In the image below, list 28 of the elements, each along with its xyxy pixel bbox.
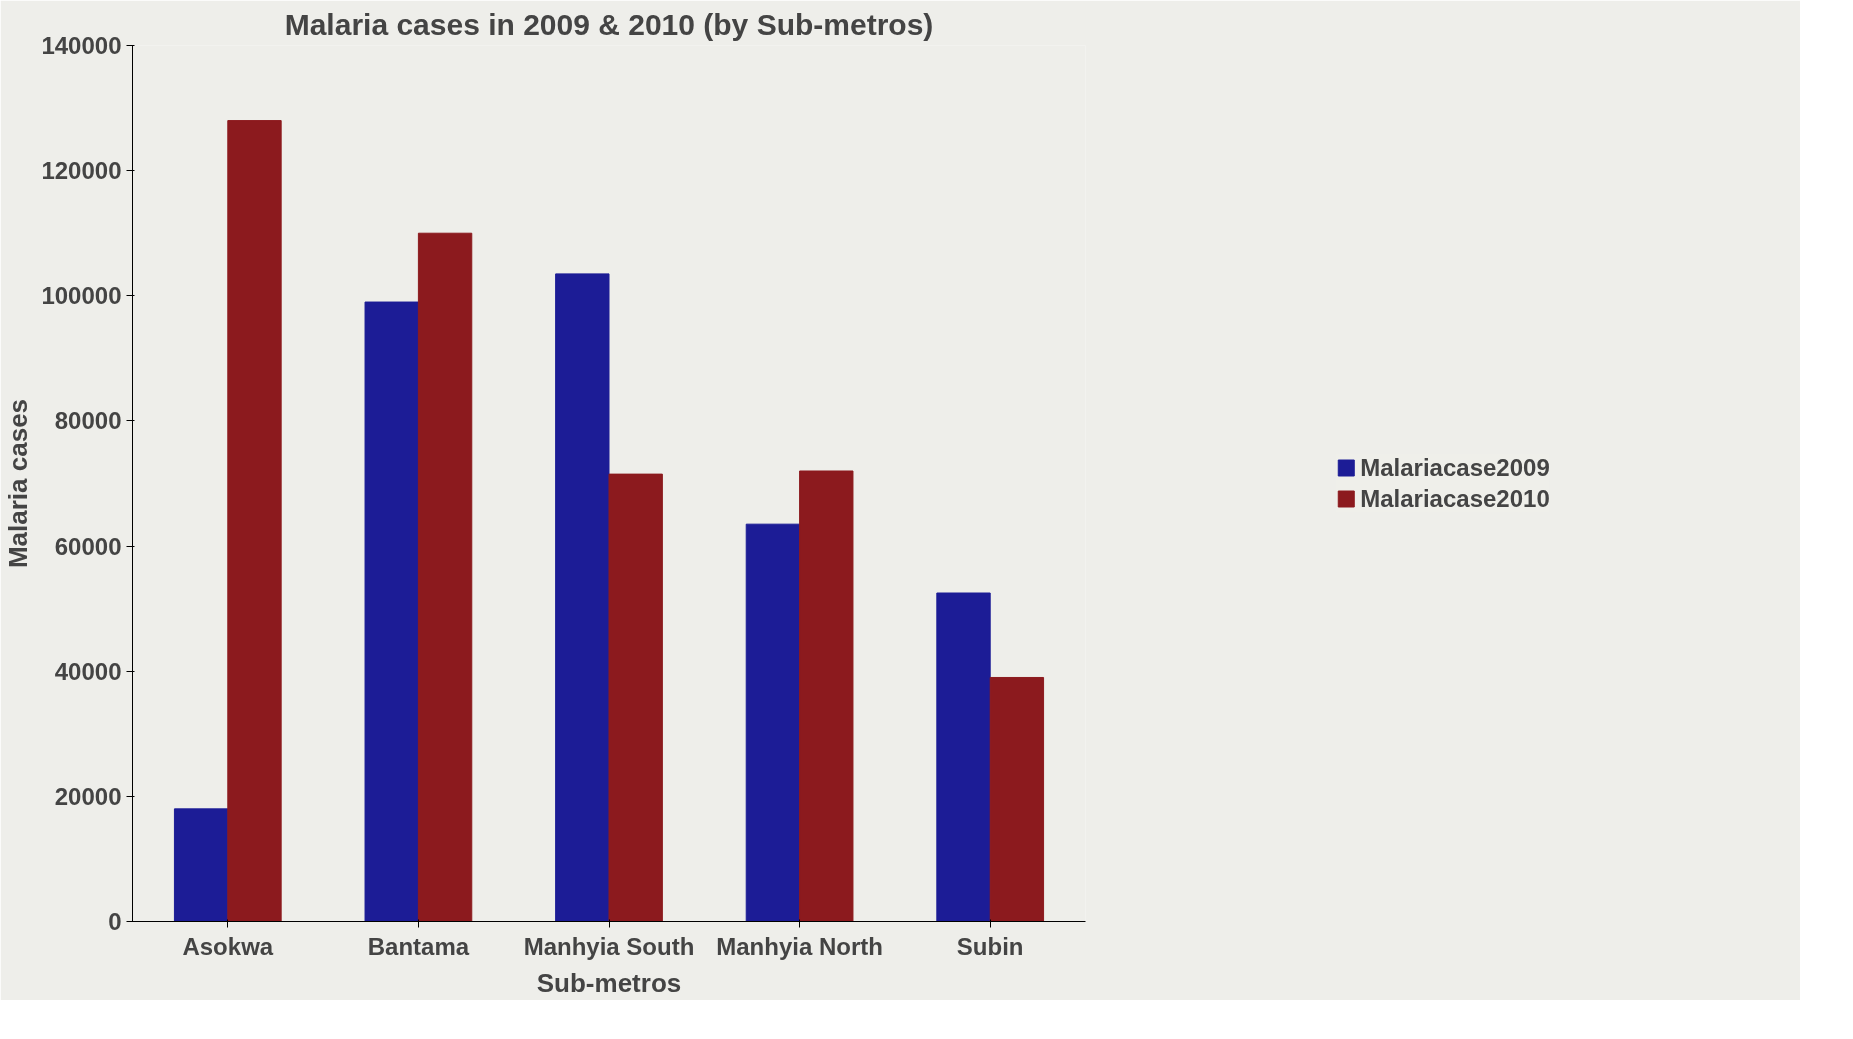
y-tick-label: 80000	[54, 407, 122, 435]
legend-label: Malariacase2009	[1360, 453, 1550, 482]
chart-title: Malaria cases in 2009 & 2010 (by Sub-metros)	[284, 7, 934, 41]
y-tick-label: 60000	[54, 532, 122, 560]
y-axis-title: Malaria cases	[3, 398, 34, 569]
y-tick-label: 100000	[41, 282, 122, 310]
y-tick-label: 120000	[41, 157, 122, 185]
y-tick-label: 140000	[41, 32, 122, 59]
bar	[173, 808, 229, 922]
x-tick-label: Manhyia South	[523, 932, 695, 960]
x-axis-title: Sub-metros	[536, 967, 682, 998]
y-tick-label: 40000	[54, 657, 122, 685]
legend-label: Malariacase2010	[1360, 484, 1550, 513]
x-tick-label: Manhyia North	[716, 932, 883, 960]
y-tick-label: 0	[108, 908, 122, 935]
bar	[364, 301, 419, 922]
bar	[417, 232, 473, 922]
bar	[227, 120, 282, 922]
bar	[555, 273, 610, 922]
bar	[989, 676, 1045, 922]
y-tick-label: 20000	[54, 782, 122, 810]
bar	[936, 592, 991, 922]
x-tick-label: Subin	[956, 932, 1024, 960]
bar	[745, 523, 801, 922]
x-tick-label: Bantama	[367, 932, 470, 960]
bar	[799, 470, 854, 922]
bar	[608, 473, 663, 922]
x-tick-label: Asokwa	[182, 932, 274, 960]
